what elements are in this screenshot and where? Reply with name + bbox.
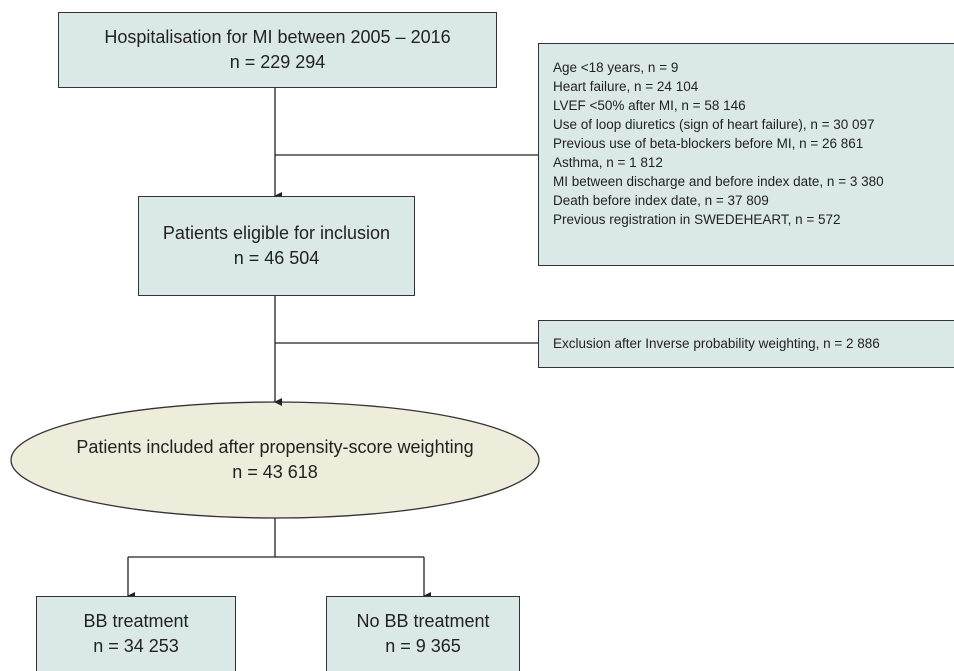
node-count: n = 34 253 <box>93 636 179 656</box>
exclusion-box: Age <18 years, n = 9 Heart failure, n = 2… <box>538 43 954 266</box>
node-count: n = 43 618 <box>232 462 318 482</box>
exclusion-item: Age <18 years, n = 9 <box>553 60 679 75</box>
exclusion-item: Asthma, n = 1 812 <box>553 155 663 170</box>
node-label: BB treatment <box>83 611 189 631</box>
node-label: No BB treatment <box>356 611 490 631</box>
node-box: Patients eligible for inclusion n = 46 5… <box>138 196 415 296</box>
exclusion-item: Exclusion after Inverse probability weig… <box>553 336 880 351</box>
node-count: n = 229 294 <box>229 52 326 72</box>
node-label: Patients eligible for inclusion <box>162 223 391 243</box>
node-box: No BB treatment n = 9 365 <box>326 596 520 671</box>
node-label: Hospitalisation for MI between 2005 – 20… <box>104 27 451 47</box>
exclusion-item: MI between discharge and before index da… <box>553 174 884 189</box>
exclusion-item: Previous registration in SWEDEHEART, n =… <box>553 212 841 227</box>
exclusion-item: Death before index date, n = 37 809 <box>553 193 769 208</box>
exclusion-item: Use of loop diuretics (sign of heart fai… <box>553 117 875 132</box>
ellipse-text: Patients included after propensity-score… <box>11 402 539 518</box>
exclusion-item: LVEF <50% after MI, n = 58 146 <box>553 98 746 113</box>
node-label: Patients included after propensity-score… <box>76 437 474 457</box>
node-box: BB treatment n = 34 253 <box>36 596 236 671</box>
node-count: n = 46 504 <box>233 248 320 268</box>
exclusion-box: Exclusion after Inverse probability weig… <box>538 320 954 368</box>
node-box: Hospitalisation for MI between 2005 – 20… <box>58 12 497 88</box>
exclusion-item: Previous use of beta-blockers before MI,… <box>553 136 864 151</box>
exclusion-item: Heart failure, n = 24 104 <box>553 79 699 94</box>
node-count: n = 9 365 <box>385 636 461 656</box>
